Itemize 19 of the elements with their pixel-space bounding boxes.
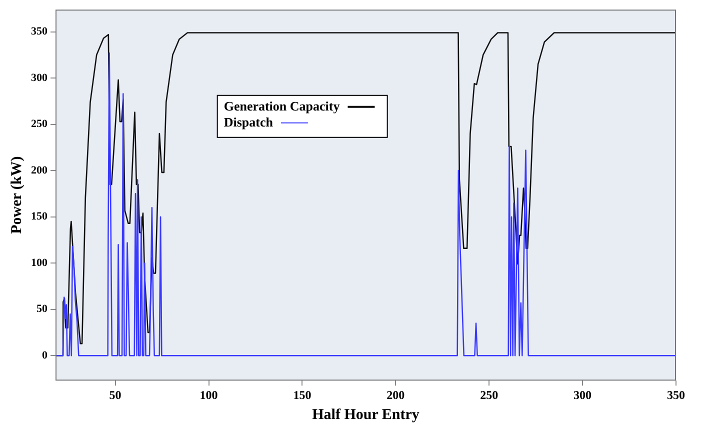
legend-label: Generation Capacity [224,98,340,114]
y-tick-label: 300 [31,72,48,84]
x-tick-label: 250 [480,388,498,402]
x-axis-title: Half Hour Entry [312,406,420,423]
x-tick-label: 50 [109,388,122,402]
y-tick-label: 250 [31,118,48,130]
y-axis-title: Power (kW) [8,156,25,234]
y-tick-label: 50 [36,303,48,316]
y-tick-label: 150 [31,210,48,223]
y-tick-label: 200 [31,164,48,176]
x-tick-label: 350 [667,388,685,402]
y-tick-label: 100 [31,256,48,269]
y-tick-label: 350 [31,26,48,38]
x-tick-label: 300 [574,388,592,402]
legend-label: Dispatch [224,114,274,130]
x-tick-label: 150 [293,388,312,402]
x-tick-label: 100 [200,388,218,402]
y-tick-label: 0 [42,349,48,362]
x-tick-label: 200 [386,388,405,402]
